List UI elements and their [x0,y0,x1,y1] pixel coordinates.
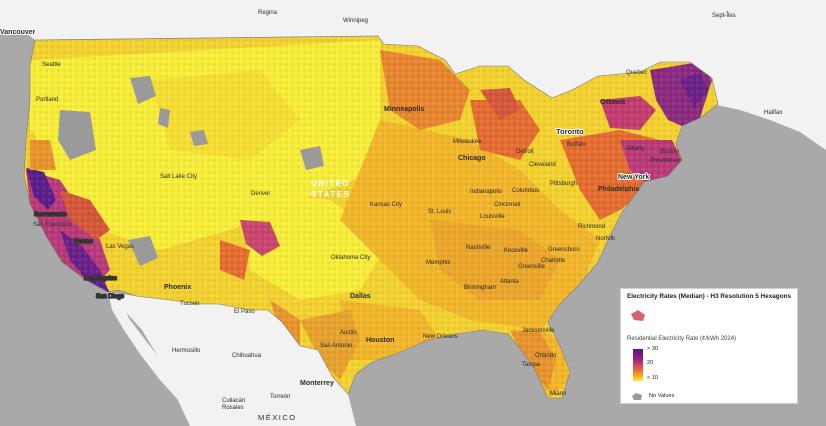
label-oklahoma-city: Oklahoma City [331,255,370,261]
label-tampa: Tampa [522,362,541,368]
label-providence: Providence [650,158,681,164]
label-new-york: New York [618,174,649,181]
legend-title: Electricity Rates (Median) - H3 Resoluti… [627,293,792,300]
label-milwaukee: Milwaukee [453,139,482,145]
label-louisville: Louisville [480,214,505,220]
mexico-land [108,292,356,426]
label-halifax: Halifax [764,110,782,116]
us-canada-border [34,35,379,41]
label-indianapolis: Indianapolis [470,189,502,195]
legend-tick-mid: 20 [647,360,654,366]
legend-tick-high: > 30 [647,346,659,352]
label-vancouver: Vancouver [0,29,36,36]
label-norfolk: Norfolk [596,236,616,242]
label-toronto: Toronto [556,127,584,136]
label-st-louis: St. Louis [428,209,451,215]
label-chihuahua: Chihuahua [232,353,262,359]
label-new-orleans: New Orleans [423,334,458,340]
label-philadelphia: Philadelphia [598,186,639,193]
label-hermosillo: Hermosillo [172,348,201,354]
hexagon-layer-icon [631,310,645,321]
baja-california [108,292,186,402]
label-columbus: Columbus [512,188,539,194]
label-mexico: MÉXICO [258,413,297,422]
label-portland: Portland [36,97,58,103]
label-memphis: Memphis [426,260,450,266]
label-kansas-city: Kansas City [370,202,402,208]
label-sept-iles: Sept-Îles [712,12,736,19]
legend-tick-low: < 10 [647,375,659,381]
label-el-paso: El Paso [234,309,255,315]
label-phoenix: Phoenix [164,284,191,291]
label-seattle: Seattle [42,62,61,68]
label-miami: Miami [550,391,566,397]
label-monterrey: Monterrey [300,380,334,387]
label-nashville: Nashville [466,245,491,251]
label-states: STATES [311,190,350,199]
label-cleveland: Cleveland [529,162,556,168]
label-regina: Regina [258,10,278,16]
label-ottawa: Ottawa [600,97,626,106]
label-atlanta: Atlanta [500,279,519,285]
label-houston: Houston [366,337,394,344]
label-san-francisco: San Francisco [33,222,72,228]
label-knoxville: Knoxville [504,248,529,254]
label-cincinnati: Cincinnati [494,202,520,208]
label-detroit: Detroit [516,149,534,155]
label-greenville: Greenville [518,264,546,270]
label-san-diego: San Diego [96,294,125,300]
label-pittsburgh: Pittsburgh [550,181,577,187]
label-fresno: Fresno [74,239,93,245]
label-los-angeles: Los Angeles [84,276,117,282]
label-greensboro: Greensboro [548,247,580,253]
label-birmingham: Birmingham [464,285,496,291]
label-united: UNITED [311,179,350,188]
color-ramp [633,349,643,381]
label-winnipeg: Winnipeg [343,18,368,24]
label-las-vegas: Las Vegas [106,244,134,250]
label-sacramento: Sacramento [34,212,67,218]
label-chicago: Chicago [458,155,486,162]
label-tucson: Tucson [180,301,199,307]
no-values-swatch-icon [632,393,642,400]
label-salt-lake-city: Salt Lake City [160,174,197,180]
label-minneapolis: Minneapolis [384,106,425,113]
legend-no-values: No Values [649,393,675,399]
label-buffalo: Buffalo [567,142,586,148]
label-jacksonville: Jacksonville [522,328,555,334]
legend-subtitle: Residential Electricity Rate (¢/kWh 2024… [627,336,737,342]
label-quebec: Quebec [626,70,647,76]
label-denver: Denver [251,191,270,197]
label-boston: Boston [660,149,679,155]
label-torreon: Torreón [270,394,290,400]
label-culiacan-rosales: Culiacán Rosales [222,398,245,411]
label-richmond: Richmond [578,224,605,230]
label-orlando: Orlando [535,353,557,359]
map-legend: Electricity Rates (Median) - H3 Resoluti… [620,288,798,404]
label-san-antonio: San Antonio [320,343,353,349]
label-albany: Albany [626,146,644,152]
label-dallas: Dallas [350,293,371,300]
label-austin: Austin [340,330,357,336]
label-charlotte: Charlotte [541,258,566,264]
